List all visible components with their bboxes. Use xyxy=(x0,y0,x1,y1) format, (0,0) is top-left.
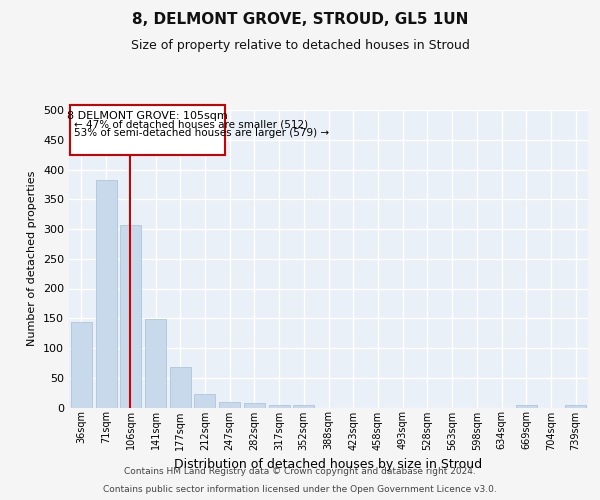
Bar xyxy=(516,405,537,407)
Text: Size of property relative to detached houses in Stroud: Size of property relative to detached ho… xyxy=(131,39,469,52)
Text: 8, DELMONT GROVE, STROUD, GL5 1UN: 8, DELMONT GROVE, STROUD, GL5 1UN xyxy=(132,12,468,28)
Bar xyxy=(70,105,224,154)
Text: ← 47% of detached houses are smaller (512): ← 47% of detached houses are smaller (51… xyxy=(74,120,308,130)
Bar xyxy=(95,180,116,408)
Y-axis label: Number of detached properties: Number of detached properties xyxy=(28,171,37,346)
Bar xyxy=(269,404,290,407)
Bar xyxy=(244,404,265,407)
Bar xyxy=(565,405,586,407)
Bar xyxy=(293,405,314,407)
Bar xyxy=(145,320,166,408)
Bar xyxy=(71,322,92,408)
Text: 53% of semi-detached houses are larger (579) →: 53% of semi-detached houses are larger (… xyxy=(74,128,329,138)
Bar xyxy=(219,402,240,407)
Text: Contains public sector information licensed under the Open Government Licence v3: Contains public sector information licen… xyxy=(103,485,497,494)
Bar xyxy=(194,394,215,407)
Text: 8 DELMONT GROVE: 105sqm: 8 DELMONT GROVE: 105sqm xyxy=(67,110,228,120)
X-axis label: Distribution of detached houses by size in Stroud: Distribution of detached houses by size … xyxy=(175,458,482,471)
Bar xyxy=(120,225,141,408)
Text: Contains HM Land Registry data © Crown copyright and database right 2024.: Contains HM Land Registry data © Crown c… xyxy=(124,467,476,476)
Bar xyxy=(170,367,191,408)
